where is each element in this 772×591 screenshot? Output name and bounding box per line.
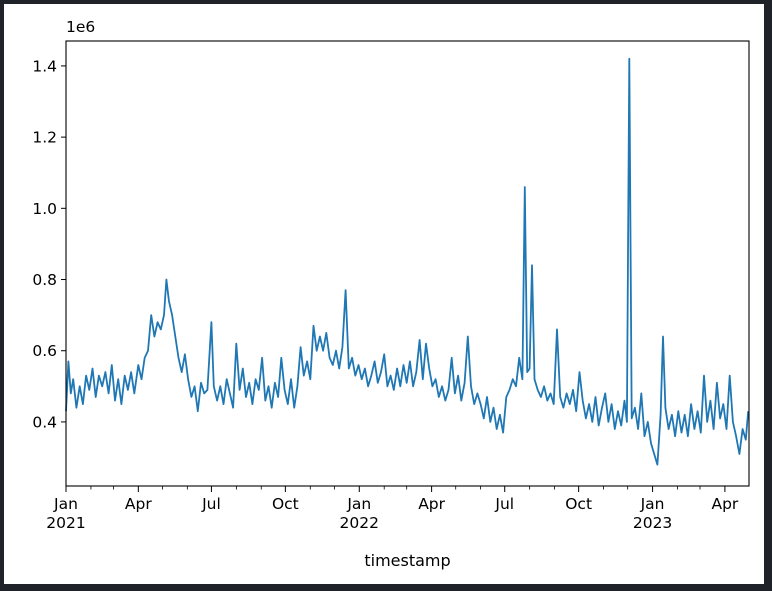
y-tick-label: 1.2	[32, 129, 57, 147]
x-tick-label: Apr	[418, 495, 445, 513]
x-axis-title: timestamp	[364, 551, 450, 570]
x-tick-year-label: 2023	[633, 514, 672, 532]
y-axis: 0.4 0.6 0.8 1.0 1.2 1.4	[32, 57, 66, 431]
x-tick-year-label: 2022	[340, 514, 379, 532]
x-tick-label: Jan	[346, 495, 371, 513]
y-tick-label: 0.4	[32, 413, 57, 431]
x-tick-label: Apr	[125, 495, 152, 513]
x-tick-label: Oct	[565, 495, 592, 513]
plot-area	[65, 57, 750, 466]
x-tick-label: Jan	[53, 495, 78, 513]
series-line-0	[65, 57, 750, 466]
axes-frame	[65, 40, 750, 487]
y-tick-label: 0.8	[32, 271, 57, 289]
y-tick-label: 1.0	[32, 200, 57, 218]
x-tick-label: Jan	[640, 495, 665, 513]
x-tick-label: Oct	[272, 495, 299, 513]
y-tick-label: 0.6	[32, 342, 57, 360]
y-offset-text: 1e6	[66, 18, 95, 36]
y-tick-label: 1.4	[32, 57, 57, 75]
x-tick-label: Jul	[201, 495, 221, 513]
x-tick-label: Jul	[494, 495, 514, 513]
x-tick-label: Apr	[711, 495, 738, 513]
chart-frame: 0.4 0.6 0.8 1.0 1.2 1.4 Jan 2021 Apr Jul Oct Jan 20…	[4, 4, 764, 584]
x-tick-year-label: 2021	[46, 514, 85, 532]
